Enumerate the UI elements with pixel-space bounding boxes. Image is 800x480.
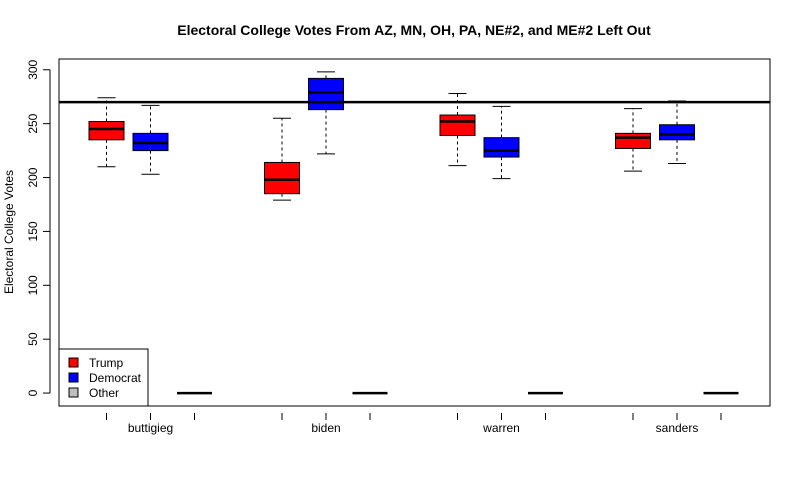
legend-swatch-other [68,387,79,398]
x-tick-label: warren [482,421,520,435]
y-tick-label: 50 [26,332,40,346]
y-tick-label: 250 [26,113,40,133]
box-biden-trump [264,117,300,201]
box-body [615,132,651,149]
box-body [659,124,695,141]
box-warren-trump [439,92,476,167]
x-tick-label: sanders [656,421,699,435]
y-axis: 0 50 100 150 200 250 300 [26,59,51,396]
box-body [439,114,476,137]
box-body [88,121,125,141]
y-tick-label: 0 [26,389,40,396]
y-tick-label: 300 [26,59,40,79]
box-group [88,71,739,395]
box-biden-democrat [308,71,344,155]
box-warren-democrat [483,105,520,180]
legend-swatch-trump [68,357,79,368]
y-axis-label: Electoral College Votes [2,170,16,294]
x-tick-label: buttigieg [128,421,173,435]
box-body [308,77,344,111]
box-buttigieg-trump [88,97,125,168]
legend-label-democrat: Democrat [89,371,142,385]
chart-title: Electoral College Votes From AZ, MN, OH,… [177,22,651,38]
legend-label-other: Other [89,386,119,400]
plot-frame [58,58,771,407]
x-tick-label: biden [311,421,340,435]
legend-swatch-democrat [68,372,79,383]
box-sanders-democrat [659,100,695,165]
x-axis: buttigieg biden warren sanders [106,413,722,435]
box-body [264,161,300,195]
box-body [483,137,520,158]
y-tick-label: 100 [26,275,40,295]
box-sanders-trump [615,108,651,172]
legend-label-trump: Trump [89,356,124,370]
y-tick-label: 200 [26,167,40,187]
box-buttigieg-democrat [132,104,169,175]
y-tick-label: 150 [26,221,40,241]
